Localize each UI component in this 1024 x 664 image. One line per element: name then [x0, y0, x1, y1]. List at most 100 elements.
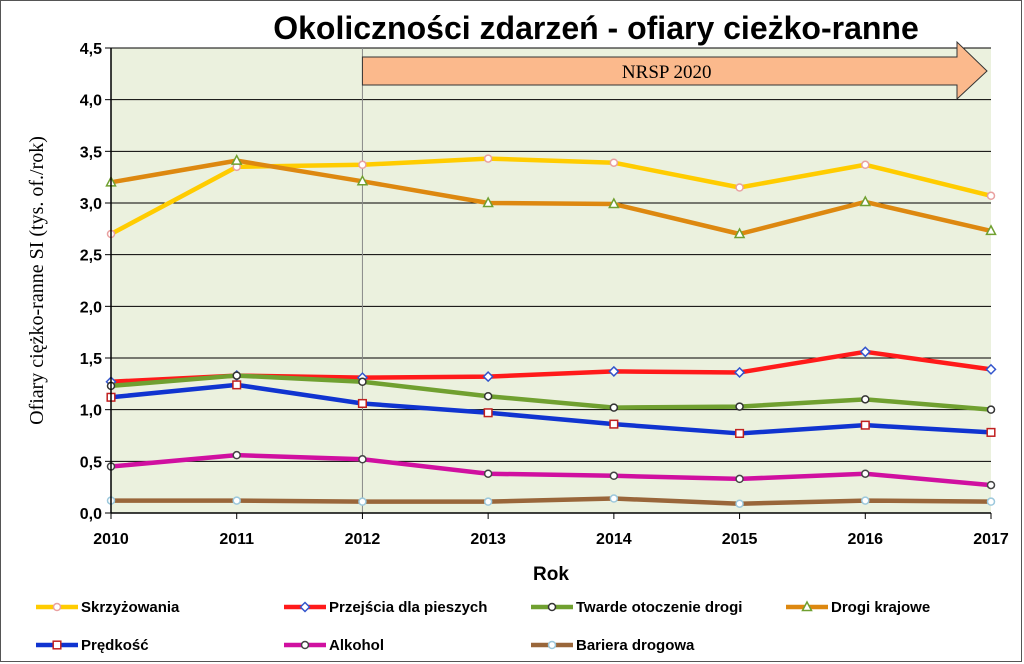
data-point [358, 497, 367, 506]
legend-label: Bariera drogowa [576, 637, 695, 654]
legend-label: Prędkość [81, 637, 149, 654]
legend-label: Drogi krajowe [831, 599, 930, 616]
data-point [358, 377, 367, 387]
data-point [986, 191, 996, 201]
data-point [482, 196, 494, 208]
series-line [111, 496, 992, 506]
data-point [547, 602, 557, 612]
data-point [357, 398, 367, 409]
data-point [358, 455, 367, 464]
x-tick-label: 2015 [722, 531, 758, 548]
data-point [985, 363, 997, 375]
data-point [861, 469, 870, 478]
data-point [483, 391, 493, 401]
x-tick-label: 2011 [219, 531, 254, 548]
data-point [230, 154, 243, 165]
data-point [482, 371, 494, 383]
nrsp-banner: NRSP 2020 [361, 40, 988, 513]
data-point [861, 160, 870, 170]
data-point [861, 496, 870, 505]
data-point [232, 496, 241, 505]
x-tick-label: 2012 [345, 531, 381, 548]
legend-label: Twarde otoczenie drogi [576, 599, 742, 616]
data-point [483, 154, 493, 163]
data-point [735, 183, 744, 192]
data-point [861, 395, 870, 404]
y-tick-label: 4,5 [80, 41, 102, 58]
data-point [608, 365, 620, 377]
data-point [609, 158, 619, 167]
data-point [483, 408, 493, 418]
data-point [859, 346, 871, 358]
data-point [985, 224, 997, 236]
data-point [52, 602, 62, 612]
data-point [986, 427, 996, 437]
y-tick-label: 0,5 [80, 454, 102, 471]
x-tick-label: 2010 [93, 531, 129, 548]
series-line [110, 452, 992, 488]
data-point [859, 195, 872, 207]
y-tick-label: 1,0 [80, 403, 102, 420]
series-lines [105, 154, 997, 508]
legend-item: Alkohol [284, 637, 384, 654]
data-point [735, 474, 744, 484]
data-point [483, 497, 493, 506]
plot-area [111, 48, 991, 513]
legend: Skrzyżowania Przejścia dla pieszych Twarde… [36, 599, 930, 654]
x-tick-label: 2013 [470, 531, 506, 548]
data-point [733, 227, 746, 239]
legend-item: Twarde otoczenie drogi [531, 599, 742, 616]
nrsp-label: NRSP 2020 [622, 62, 712, 83]
data-point [860, 420, 870, 430]
data-point [734, 366, 746, 379]
series-line [110, 382, 992, 436]
data-point [609, 471, 619, 481]
axes: 0,0 0,5 1,0 1,5 2,0 2,5 3,0 3,5 4,0 4,5 2010 2011 20… [80, 41, 1009, 548]
series-line [110, 373, 992, 412]
x-tick-label: 2014 [596, 531, 632, 548]
nrsp-arrow [361, 40, 988, 101]
data-point [735, 402, 744, 411]
series-Drogi krajowe [105, 154, 997, 239]
data-point [356, 174, 369, 186]
data-point [801, 600, 813, 612]
legend-item: Prędkość [36, 637, 149, 654]
y-tick-label: 4,0 [80, 93, 102, 110]
data-point [609, 419, 619, 429]
legend-label: Przejścia dla pieszych [329, 599, 487, 616]
data-point [52, 640, 62, 650]
data-point [609, 494, 619, 503]
y-axis-label: Ofiary ciężko-ranne SI (tys. of./rok) [26, 136, 48, 425]
chart-title: Okoliczności zdarzeń - ofiary cieżko-ran… [273, 10, 919, 46]
data-point [735, 428, 745, 438]
x-axis-label: Rok [533, 564, 569, 585]
data-point [232, 371, 241, 380]
y-tick-label: 1,5 [80, 351, 102, 368]
legend-item: Drogi krajowe [786, 599, 930, 616]
series-Twarde otoczenie drogi [106, 371, 996, 414]
data-point [986, 497, 996, 506]
legend-item: Skrzyżowania [36, 599, 180, 616]
y-tick-label: 3,0 [80, 196, 102, 213]
data-point [483, 469, 493, 478]
y-tick-label: 0,0 [80, 506, 102, 523]
data-point [299, 601, 311, 613]
data-point [300, 640, 310, 650]
data-point [358, 160, 367, 170]
data-point [986, 405, 996, 414]
data-point [735, 499, 744, 508]
y-tick-label: 2,0 [80, 299, 102, 316]
data-point [232, 450, 241, 460]
legend-item: Bariera drogowa [531, 637, 695, 654]
x-tick-label: 2017 [973, 531, 1009, 548]
x-tick-label: 2016 [847, 531, 883, 548]
series-line [110, 158, 992, 237]
series-line [109, 156, 992, 236]
legend-label: Skrzyżowania [81, 599, 180, 616]
data-point [232, 380, 242, 390]
data-point [609, 403, 619, 412]
y-tick-label: 2,5 [80, 248, 102, 265]
legend-item: Przejścia dla pieszych [284, 599, 487, 616]
